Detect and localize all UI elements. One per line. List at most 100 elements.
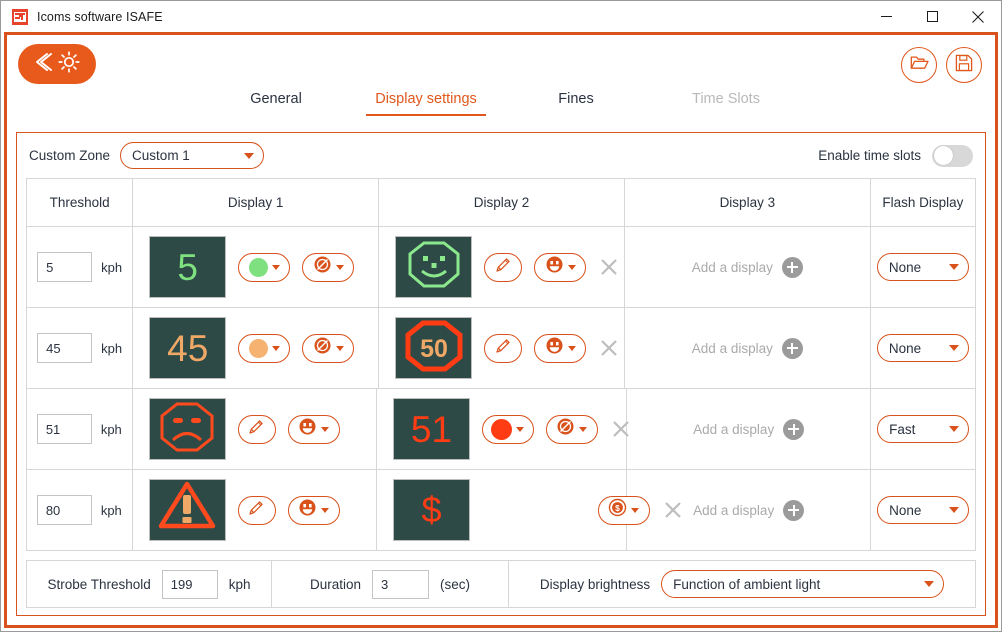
chevron-down-icon (567, 264, 576, 270)
table-body: 5 kph 5 (27, 227, 975, 551)
display2-color-select[interactable] (481, 414, 534, 444)
display2-remove-button[interactable] (612, 420, 630, 438)
display-3-cell[interactable]: Add a display (627, 470, 872, 550)
save-button[interactable] (946, 47, 982, 83)
flash-display-value: None (888, 340, 922, 356)
display2-pictogram-select[interactable] (545, 414, 598, 444)
display-brightness-group: Display brightness Function of ambient l… (509, 561, 975, 607)
display2-pictogram-select[interactable] (534, 252, 587, 282)
open-folder-icon (910, 54, 929, 76)
strobe-threshold-input[interactable]: 199 (161, 569, 218, 599)
table-header-row: Threshold Display 1 Display 2 Display 3 … (27, 179, 975, 227)
duration-input[interactable]: 3 (372, 569, 430, 599)
display1-pictogram-select[interactable] (287, 414, 340, 444)
custom-zone-label: Custom Zone (29, 148, 111, 163)
display-1-preview[interactable] (148, 398, 226, 460)
display1-pictogram-select[interactable] (302, 333, 355, 363)
plus-icon[interactable] (783, 418, 805, 440)
chevron-down-icon (321, 507, 330, 513)
display1-color-select[interactable] (238, 333, 291, 363)
display-settings-panel: Custom Zone Custom 1 Enable time slots T… (16, 132, 986, 616)
flash-display-select[interactable]: None (876, 334, 969, 362)
flash-display-select[interactable]: None (877, 496, 970, 524)
display-2-cell: 50 (379, 308, 625, 388)
warning-triangle-glyph (156, 481, 218, 540)
custom-zone-select[interactable]: Custom 1 (120, 142, 265, 169)
plus-icon[interactable] (783, 499, 805, 521)
chevron-down-icon (335, 264, 344, 270)
window-controls (863, 1, 1001, 32)
duration-label: Duration (309, 576, 362, 592)
open-folder-button[interactable] (901, 47, 937, 83)
display-1-preview[interactable] (148, 479, 226, 541)
threshold-unit: kph (101, 340, 123, 356)
pencil-icon (494, 336, 513, 360)
table-row: 5 kph 5 (27, 227, 975, 308)
display2-pictogram-select[interactable] (534, 333, 587, 363)
back-and-settings-button[interactable] (18, 44, 96, 84)
threshold-input[interactable]: 5 (37, 252, 93, 282)
flash-display-select[interactable]: None (876, 253, 969, 281)
display1-pictogram-select[interactable] (287, 495, 340, 525)
display-brightness-select[interactable]: Function of ambient light (661, 570, 945, 598)
display2-edit-button[interactable] (484, 252, 523, 282)
tab-fines[interactable]: Fines (558, 91, 594, 107)
header-display-1: Display 1 (133, 179, 380, 226)
display-3-cell[interactable]: Add a display (625, 227, 871, 307)
display-3-cell[interactable]: Add a display (627, 389, 872, 469)
chevron-down-icon (271, 345, 280, 351)
display-2-preview[interactable] (395, 236, 473, 298)
display1-edit-button[interactable] (237, 495, 276, 525)
flash-display-value: Fast (889, 421, 916, 437)
chevron-down-icon (579, 426, 588, 432)
display2-edit-button[interactable] (484, 333, 523, 363)
display1-edit-button[interactable] (237, 414, 276, 444)
chevron-down-icon (949, 507, 960, 513)
threshold-input[interactable]: 51 (36, 414, 92, 444)
chevron-down-icon (335, 345, 344, 351)
flash-display-select[interactable]: Fast (877, 415, 970, 443)
tab-display-settings[interactable]: Display settings (351, 91, 501, 116)
display1-color-select[interactable] (238, 252, 291, 282)
enable-time-slots-toggle[interactable] (932, 144, 973, 167)
header-flash-display: Flash Display (882, 195, 964, 210)
minimize-icon[interactable] (863, 1, 909, 32)
plus-icon[interactable] (781, 256, 803, 278)
display-1-preview[interactable]: 5 (149, 236, 227, 298)
chevron-down-icon (631, 507, 640, 513)
smiley-icon (545, 255, 564, 279)
display-2-preview[interactable]: 51 (392, 398, 470, 460)
display-2-preview[interactable]: 50 (395, 317, 473, 379)
display-value: 45 (167, 327, 209, 369)
app-logo-icon (12, 8, 28, 25)
threshold-input[interactable]: 80 (36, 495, 92, 525)
toolbar-right-actions (901, 47, 982, 83)
close-icon[interactable] (955, 1, 1001, 32)
display1-pictogram-select[interactable] (302, 252, 355, 282)
display-3-cell[interactable]: Add a display (625, 308, 871, 388)
pencil-icon (247, 498, 266, 522)
display-2-preview[interactable]: $ (392, 479, 470, 541)
threshold-unit: kph (100, 421, 122, 437)
zone-bar: Custom Zone Custom 1 Enable time slots (17, 133, 985, 178)
custom-zone-value: Custom 1 (132, 148, 190, 163)
plus-icon[interactable] (781, 337, 803, 359)
display-2-cell: 51 (377, 389, 630, 469)
enable-time-slots-label: Enable time slots (818, 148, 921, 163)
maximize-icon[interactable] (909, 1, 955, 32)
threshold-cell: 51 kph (27, 389, 133, 469)
smiley-icon (545, 336, 564, 360)
threshold-input[interactable]: 45 (37, 333, 93, 363)
flash-display-cell: None (871, 308, 975, 388)
display-value: 51 (410, 408, 453, 450)
display2-remove-button[interactable] (664, 501, 682, 519)
display2-remove-button[interactable] (600, 339, 618, 357)
display2-remove-button[interactable] (600, 258, 618, 276)
display-1-preview[interactable]: 45 (149, 317, 227, 379)
display2-pictogram-select[interactable]: $ (597, 495, 650, 525)
duration-unit: (sec) (440, 576, 471, 592)
svg-text:50: 50 (420, 335, 448, 363)
tab-general[interactable]: General (250, 91, 302, 107)
tab-time-slots[interactable]: Time Slots (692, 91, 760, 107)
chevron-down-icon (567, 345, 576, 351)
